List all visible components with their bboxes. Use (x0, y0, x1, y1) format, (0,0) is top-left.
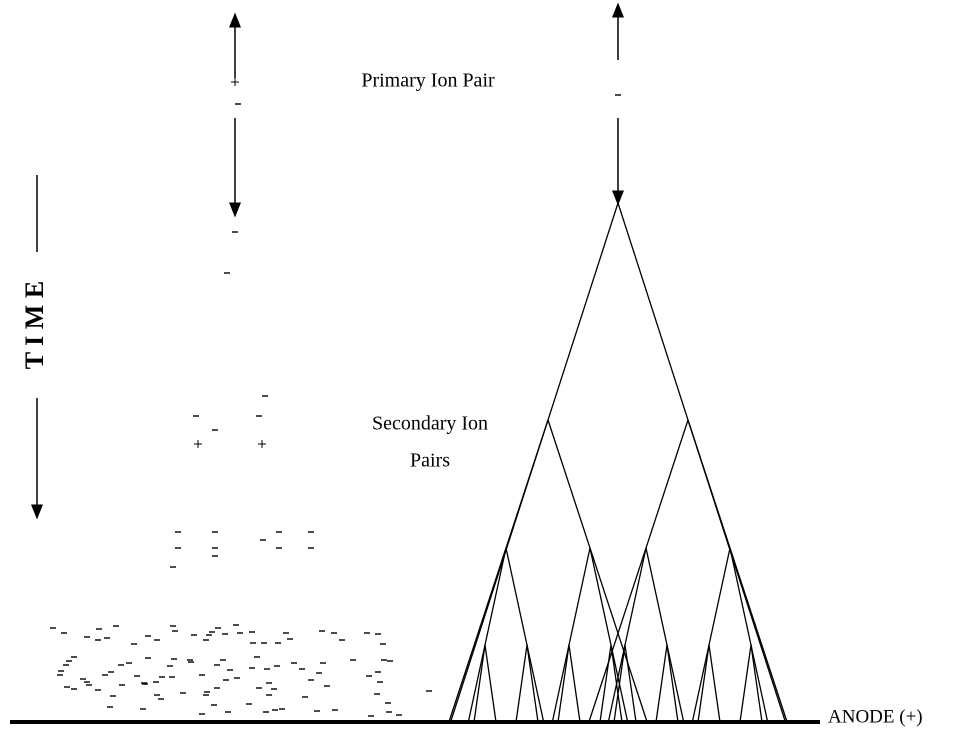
cascade-line (708, 644, 721, 723)
cascade-line (448, 419, 549, 723)
cascade-line (729, 547, 769, 723)
cascade-line (697, 644, 710, 723)
secondary-label: Pairs (410, 450, 450, 472)
cascade-line (666, 644, 679, 723)
secondary-label: Secondary Ion (372, 413, 488, 435)
cascade-line (547, 419, 648, 723)
cascade-line (551, 547, 591, 723)
cascade-line (484, 644, 497, 723)
cascade-line (467, 547, 507, 723)
cascade-line (568, 644, 581, 723)
cascade-line (588, 419, 689, 723)
primary-label: Primary Ion Pair (361, 70, 495, 92)
cascade-line (607, 547, 647, 723)
cascade-line (739, 644, 752, 723)
cascade-line (505, 547, 545, 723)
cascade-line (515, 644, 528, 723)
cascade-line (613, 644, 626, 723)
cascade-line (691, 547, 731, 723)
anode-label: ANODE (+) (828, 706, 923, 727)
cascade-line (624, 644, 637, 723)
cascade-line (655, 644, 668, 723)
cascade-line (473, 644, 486, 723)
ions (50, 78, 621, 717)
cascade (448, 202, 788, 723)
time-label: T I M E (20, 281, 49, 369)
cascade-line (589, 547, 629, 723)
cascade-line (526, 644, 539, 723)
cascade-line (645, 547, 685, 723)
cascade-line (599, 644, 612, 723)
cascade-line (750, 644, 763, 723)
cascade-line (557, 644, 570, 723)
cascade-line (687, 419, 788, 723)
